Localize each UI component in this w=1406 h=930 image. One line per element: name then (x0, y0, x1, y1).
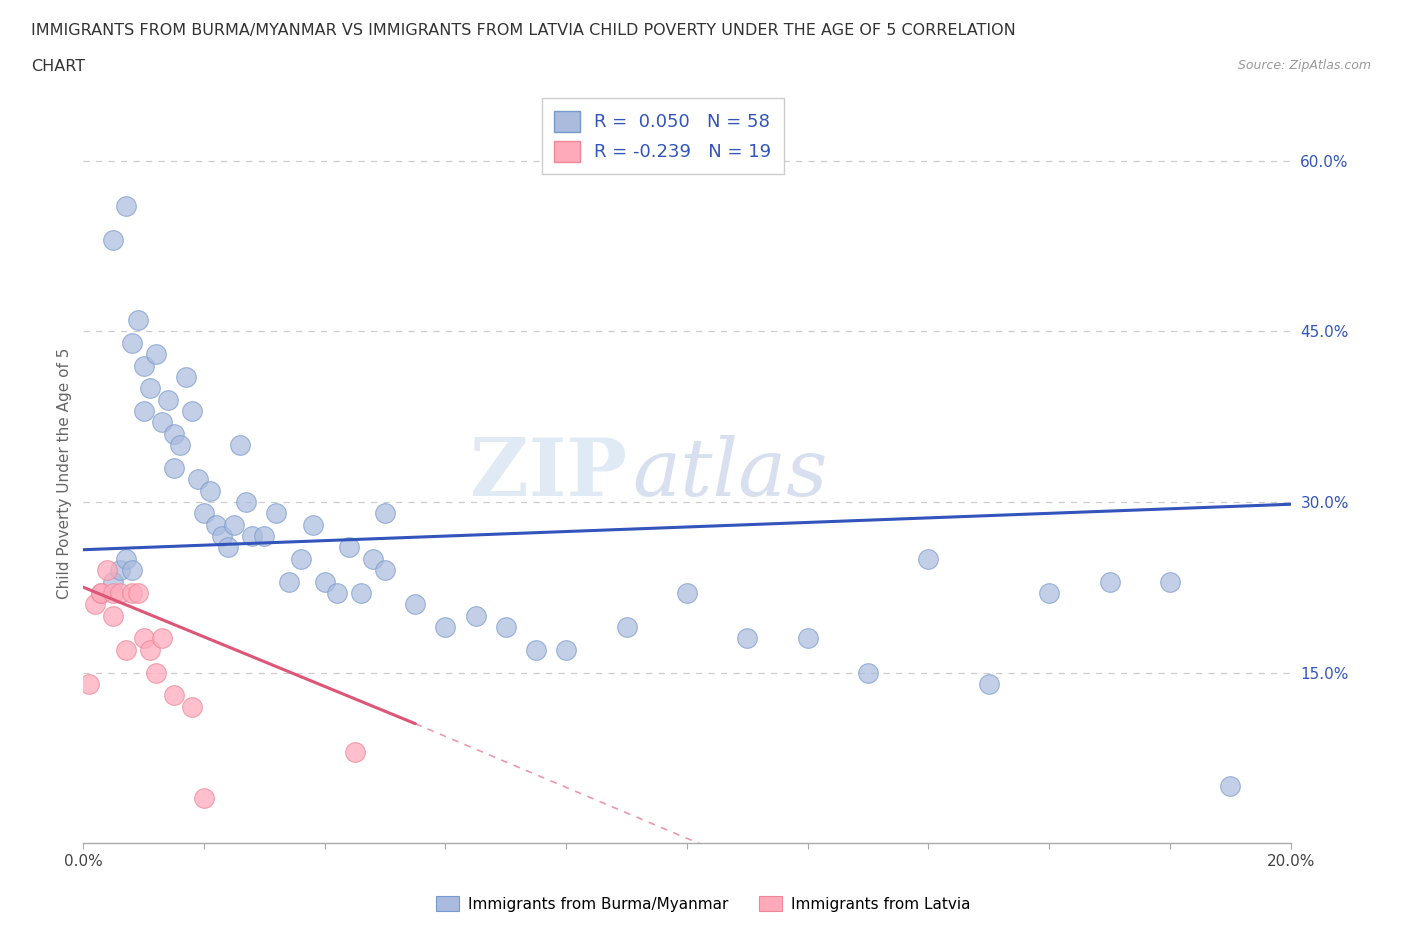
Point (314, 574, 336, 589)
Point (90, 586, 112, 601)
Point (84, 597, 107, 612)
Point (90, 586, 112, 601)
Point (103, 608, 125, 623)
Point (856, 665, 879, 680)
Point (301, 517, 323, 532)
Text: ZIP: ZIP (470, 434, 627, 512)
Point (132, 358, 155, 373)
Point (1159, 574, 1181, 589)
Point (1098, 574, 1121, 589)
Text: IMMIGRANTS FROM BURMA/MYANMAR VS IMMIGRANTS FROM LATVIA CHILD POVERTY UNDER THE : IMMIGRANTS FROM BURMA/MYANMAR VS IMMIGRA… (31, 23, 1015, 38)
Point (495, 619, 517, 634)
Point (217, 540, 239, 555)
Point (290, 551, 312, 566)
Point (350, 586, 373, 601)
Point (96, 563, 118, 578)
Point (1219, 778, 1241, 793)
Point (114, 643, 136, 658)
Point (796, 631, 818, 645)
Text: Source: ZipAtlas.com: Source: ZipAtlas.com (1237, 59, 1371, 72)
Point (103, 574, 125, 589)
Point (224, 517, 246, 532)
Point (114, 199, 136, 214)
Point (326, 586, 349, 601)
Y-axis label: Child Poverty Under the Age of 5: Child Poverty Under the Age of 5 (58, 348, 72, 599)
Point (193, 506, 215, 521)
Point (253, 528, 276, 543)
Point (79, 676, 101, 691)
Point (374, 563, 396, 578)
Point (277, 574, 299, 589)
Point (121, 563, 143, 578)
Point (205, 517, 228, 532)
Point (193, 790, 215, 805)
Point (108, 586, 131, 601)
Point (150, 631, 173, 645)
Point (464, 608, 486, 623)
Point (187, 472, 209, 486)
Point (555, 643, 578, 658)
Point (181, 699, 204, 714)
Point (103, 233, 125, 248)
Point (163, 688, 186, 703)
Point (229, 438, 252, 453)
Point (150, 415, 173, 430)
Point (434, 619, 457, 634)
Point (240, 528, 263, 543)
Point (676, 586, 699, 601)
Point (211, 528, 233, 543)
Point (737, 631, 759, 645)
Point (127, 312, 149, 327)
Legend: Immigrants from Burma/Myanmar, Immigrants from Latvia: Immigrants from Burma/Myanmar, Immigrant… (430, 889, 976, 918)
Point (181, 404, 204, 418)
Point (156, 392, 179, 407)
Point (1038, 586, 1060, 601)
Point (374, 506, 396, 521)
Point (138, 380, 160, 395)
Point (266, 506, 288, 521)
Point (198, 484, 221, 498)
Point (121, 586, 143, 601)
Point (163, 460, 186, 475)
Point (337, 540, 360, 555)
Point (127, 586, 149, 601)
Text: atlas: atlas (633, 435, 828, 512)
Text: CHART: CHART (31, 59, 84, 73)
Point (114, 551, 136, 566)
Legend: R =  0.050   N = 58, R = -0.239   N = 19: R = 0.050 N = 58, R = -0.239 N = 19 (541, 99, 785, 174)
Point (977, 676, 1000, 691)
Point (145, 665, 167, 680)
Point (235, 495, 257, 510)
Point (132, 404, 155, 418)
Point (361, 551, 384, 566)
Point (138, 643, 160, 658)
Point (917, 551, 939, 566)
Point (343, 745, 366, 760)
Point (174, 369, 197, 384)
Point (145, 347, 167, 362)
Point (163, 426, 186, 441)
Point (103, 586, 125, 601)
Point (524, 643, 547, 658)
Point (121, 336, 143, 351)
Point (108, 563, 131, 578)
Point (616, 619, 638, 634)
Point (132, 631, 155, 645)
Point (404, 597, 426, 612)
Point (169, 438, 191, 453)
